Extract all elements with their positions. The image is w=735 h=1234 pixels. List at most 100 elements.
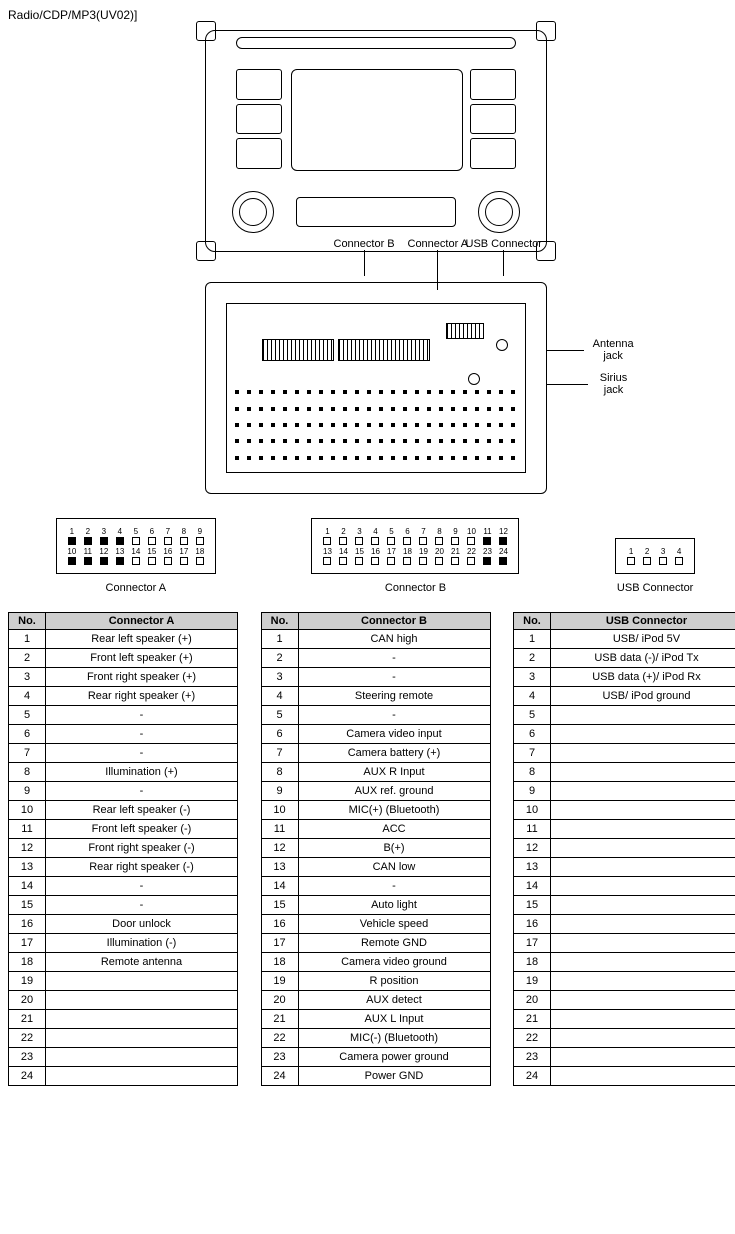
table-row: 22MIC(-) (Bluetooth) xyxy=(261,1029,490,1048)
table-row: 3- xyxy=(261,668,490,687)
pin-cell: 8 xyxy=(432,527,446,545)
cell-no: 22 xyxy=(261,1029,298,1048)
cell-desc xyxy=(551,877,735,896)
cell-no: 8 xyxy=(9,763,46,782)
cell-no: 2 xyxy=(514,649,551,668)
pin-cell: 15 xyxy=(352,547,366,565)
cell-no: 15 xyxy=(514,896,551,915)
table-row: 19 xyxy=(9,972,238,991)
pin-cell: 12 xyxy=(496,527,510,545)
pinouts-row: 123456789101112131415161718 Connector A … xyxy=(8,518,735,594)
cell-desc: AUX R Input xyxy=(298,763,490,782)
cell-no: 14 xyxy=(261,877,298,896)
cell-no: 5 xyxy=(514,706,551,725)
pin-cell: 7 xyxy=(416,527,430,545)
cell-no: 7 xyxy=(261,744,298,763)
cell-desc: Door unlock xyxy=(46,915,238,934)
table-row: 10Rear left speaker (-) xyxy=(9,801,238,820)
cell-desc xyxy=(551,820,735,839)
table-row: 2- xyxy=(261,649,490,668)
cell-desc: Front left speaker (-) xyxy=(46,820,238,839)
pin-cell: 4 xyxy=(113,527,127,545)
pin-cell: 15 xyxy=(145,547,159,565)
cell-desc: AUX detect xyxy=(298,991,490,1010)
table-row: 15 xyxy=(514,896,735,915)
pin-cell: 6 xyxy=(145,527,159,545)
radio-front-diagram xyxy=(205,30,547,252)
cell-no: 16 xyxy=(514,915,551,934)
pin-cell: 12 xyxy=(97,547,111,565)
cell-desc: Front right speaker (+) xyxy=(46,668,238,687)
table-row: 12 xyxy=(514,839,735,858)
table-row: 1Rear left speaker (+) xyxy=(9,630,238,649)
cell-no: 21 xyxy=(514,1010,551,1029)
table-row: 24 xyxy=(9,1067,238,1086)
table-usb-connector: No.USB Connector1USB/ iPod 5V2USB data (… xyxy=(513,612,735,1086)
cell-desc: Auto light xyxy=(298,896,490,915)
cell-no: 1 xyxy=(261,630,298,649)
cell-no: 18 xyxy=(514,953,551,972)
table-row: 6Camera video input xyxy=(261,725,490,744)
cell-desc: ACC xyxy=(298,820,490,839)
cell-desc xyxy=(551,1048,735,1067)
cell-no: 4 xyxy=(9,687,46,706)
pin-cell: 1 xyxy=(624,547,638,565)
table-row: 1CAN high xyxy=(261,630,490,649)
pin-cell: 19 xyxy=(416,547,430,565)
cell-desc: Camera power ground xyxy=(298,1048,490,1067)
cell-no: 14 xyxy=(9,877,46,896)
table-connector-a: No.Connector A1Rear left speaker (+)2Fro… xyxy=(8,612,238,1086)
cell-desc xyxy=(551,934,735,953)
table-row: 11ACC xyxy=(261,820,490,839)
table-row: 11Front left speaker (-) xyxy=(9,820,238,839)
cell-desc: - xyxy=(46,877,238,896)
cell-no: 15 xyxy=(261,896,298,915)
table-row: 23 xyxy=(514,1048,735,1067)
cell-desc: Remote GND xyxy=(298,934,490,953)
table-row: 10 xyxy=(514,801,735,820)
pin-cell: 3 xyxy=(656,547,670,565)
cell-desc xyxy=(551,858,735,877)
cell-desc: Front right speaker (-) xyxy=(46,839,238,858)
cell-no: 11 xyxy=(261,820,298,839)
tables-row: No.Connector A1Rear left speaker (+)2Fro… xyxy=(8,612,735,1086)
table-row: 2Front left speaker (+) xyxy=(9,649,238,668)
table-row: 15Auto light xyxy=(261,896,490,915)
callout-antenna: Antenna jack xyxy=(588,338,639,362)
cell-no: 10 xyxy=(261,801,298,820)
table-row: 18 xyxy=(514,953,735,972)
radio-back-diagram: Connector B Connector A USB Connector An… xyxy=(116,282,636,494)
cell-desc: CAN low xyxy=(298,858,490,877)
table-row: 24 xyxy=(514,1067,735,1086)
cell-desc: Rear left speaker (-) xyxy=(46,801,238,820)
cell-no: 19 xyxy=(9,972,46,991)
pin-cell: 16 xyxy=(161,547,175,565)
cell-no: 3 xyxy=(261,668,298,687)
table-row: 9AUX ref. ground xyxy=(261,782,490,801)
table-row: 21 xyxy=(514,1010,735,1029)
cell-no: 3 xyxy=(9,668,46,687)
pin-cell: 5 xyxy=(129,527,143,545)
cell-desc xyxy=(46,1067,238,1086)
pin-cell: 17 xyxy=(384,547,398,565)
table-row: 10MIC(+) (Bluetooth) xyxy=(261,801,490,820)
pin-cell: 2 xyxy=(336,527,350,545)
cell-no: 20 xyxy=(514,991,551,1010)
table-row: 17Illumination (-) xyxy=(9,934,238,953)
cell-no: 19 xyxy=(514,972,551,991)
table-row: 1USB/ iPod 5V xyxy=(514,630,735,649)
table-row: 18Remote antenna xyxy=(9,953,238,972)
pin-cell: 22 xyxy=(464,547,478,565)
pin-cell: 10 xyxy=(464,527,478,545)
cell-no: 12 xyxy=(9,839,46,858)
pin-cell: 23 xyxy=(480,547,494,565)
cell-desc xyxy=(46,991,238,1010)
cell-no: 15 xyxy=(9,896,46,915)
table-row: 24Power GND xyxy=(261,1067,490,1086)
cell-no: 17 xyxy=(261,934,298,953)
cell-desc: Camera battery (+) xyxy=(298,744,490,763)
cell-no: 8 xyxy=(261,763,298,782)
cell-no: 16 xyxy=(261,915,298,934)
pin-cell: 1 xyxy=(320,527,334,545)
cell-desc: MIC(+) (Bluetooth) xyxy=(298,801,490,820)
